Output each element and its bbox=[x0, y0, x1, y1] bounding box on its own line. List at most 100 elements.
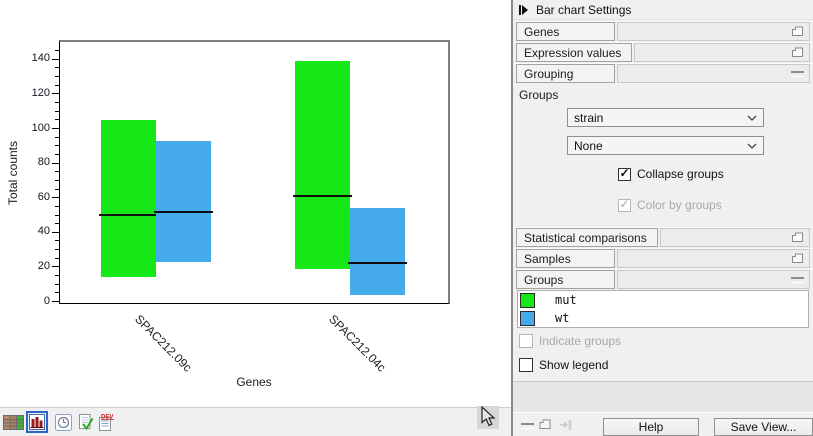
group-row-wt[interactable]: wt bbox=[518, 309, 808, 327]
settings-panel-header: Bar chart Settings bbox=[513, 0, 813, 20]
y-tick-mark-minor bbox=[55, 214, 59, 216]
collapse-panel-icon[interactable] bbox=[519, 4, 528, 15]
y-tick-mark-minor bbox=[55, 257, 59, 259]
color-by-groups-checkbox: Color by groups bbox=[618, 198, 722, 212]
float-panel-icon[interactable] bbox=[539, 419, 552, 430]
range-bar-wt-1 bbox=[350, 208, 405, 295]
expand-section-icon[interactable] bbox=[792, 253, 804, 264]
y-tick-mark-minor bbox=[55, 110, 59, 112]
y-tick-mark-minor bbox=[55, 205, 59, 207]
y-tick-label: 0 bbox=[43, 294, 50, 307]
chevron-down-icon bbox=[747, 143, 757, 149]
group-color-list: mut wt bbox=[517, 290, 809, 328]
y-tick-mark-minor bbox=[55, 50, 59, 52]
median-line-mut-1 bbox=[293, 194, 352, 197]
y-tick-mark-minor bbox=[55, 240, 59, 242]
separator bbox=[513, 21, 813, 22]
view-switcher-toolbar: DEV bbox=[0, 407, 511, 436]
separator bbox=[513, 227, 813, 228]
bar-chart: Total counts Genes 0 20 40 60 80 100 120 140 SPA… bbox=[6, 40, 450, 389]
section-expression-values-label: Expression values bbox=[516, 43, 633, 62]
bar-chart-icon bbox=[29, 414, 45, 430]
separator bbox=[513, 269, 813, 270]
y-tick-mark-minor bbox=[55, 84, 59, 86]
y-tick-mark-minor bbox=[55, 188, 59, 190]
y-tick-label: 140 bbox=[31, 52, 50, 65]
section-samples[interactable]: Samples bbox=[516, 249, 810, 268]
mouse-cursor bbox=[481, 406, 496, 427]
section-grouping[interactable]: Grouping bbox=[516, 64, 810, 83]
expand-section-icon[interactable] bbox=[792, 232, 804, 243]
y-tick-mark-minor bbox=[55, 171, 59, 173]
y-tick-mark bbox=[52, 93, 59, 95]
y-tick-mark bbox=[52, 266, 59, 268]
section-expression-values[interactable]: Expression values bbox=[516, 43, 810, 62]
mut-color-swatch[interactable] bbox=[520, 292, 535, 308]
y-tick-mark-minor bbox=[55, 145, 59, 147]
y-tick-mark bbox=[52, 58, 59, 60]
primary-group-dropdown[interactable]: strain bbox=[567, 108, 764, 127]
collapse-section-icon[interactable] bbox=[791, 70, 804, 77]
y-tick-mark bbox=[52, 231, 59, 233]
group-row-mut[interactable]: mut bbox=[518, 291, 808, 309]
expand-section-icon[interactable] bbox=[792, 47, 804, 58]
y-tick-mark-minor bbox=[55, 223, 59, 225]
y-tick-mark-minor bbox=[55, 249, 59, 251]
chart-view-pane: Total counts Genes 0 20 40 60 80 100 120 140 SPA… bbox=[0, 40, 511, 436]
settings-panel: Bar chart Settings Genes Expression valu… bbox=[511, 0, 813, 436]
groups-label: Groups bbox=[519, 88, 559, 102]
range-bar-wt-0 bbox=[156, 140, 211, 262]
x-category-label: SPAC212.09c bbox=[132, 312, 195, 375]
section-genes[interactable]: Genes bbox=[516, 22, 810, 41]
settings-panel-bottom-bar: Help Save View... bbox=[513, 412, 813, 436]
wt-color-swatch[interactable] bbox=[520, 310, 535, 326]
y-tick-mark bbox=[52, 301, 59, 302]
separator bbox=[513, 63, 813, 64]
history-view-button[interactable] bbox=[52, 411, 74, 433]
section-samples-label: Samples bbox=[516, 249, 615, 268]
separator bbox=[513, 381, 813, 382]
chevron-down-icon bbox=[747, 115, 757, 121]
expand-section-icon[interactable] bbox=[792, 26, 804, 37]
y-tick-mark-minor bbox=[55, 153, 59, 155]
y-tick-label: 100 bbox=[31, 121, 50, 134]
collapse-all-icon[interactable] bbox=[521, 423, 534, 429]
y-tick-label: 20 bbox=[37, 259, 50, 272]
median-line-mut-0 bbox=[99, 214, 158, 216]
svg-text:DEV: DEV bbox=[101, 414, 113, 420]
table-view-button[interactable] bbox=[2, 411, 24, 433]
y-tick-mark-minor bbox=[55, 119, 59, 121]
checkbox-checked-icon bbox=[618, 167, 631, 181]
separator bbox=[513, 248, 813, 249]
section-statistical-comparisons[interactable]: Statistical comparisons bbox=[516, 228, 810, 247]
y-tick-mark-minor bbox=[55, 76, 59, 78]
checkbox-unchecked-icon bbox=[519, 358, 533, 372]
collapse-section-icon[interactable] bbox=[791, 276, 804, 283]
dev-view-button[interactable]: DEV bbox=[95, 411, 117, 433]
section-groups[interactable]: Groups bbox=[516, 270, 810, 289]
indicate-groups-checkbox: Indicate groups bbox=[519, 334, 621, 348]
checkbox-unchecked-disabled-icon bbox=[519, 334, 533, 348]
range-bar-mut-0 bbox=[101, 119, 156, 278]
separator bbox=[513, 42, 813, 43]
clock-icon bbox=[54, 413, 72, 431]
secondary-group-dropdown[interactable]: None bbox=[567, 136, 764, 155]
element-info-view-button[interactable] bbox=[74, 411, 96, 433]
secondary-group-value: None bbox=[574, 138, 603, 153]
y-tick-mark bbox=[52, 162, 59, 164]
save-view-button[interactable]: Save View... bbox=[714, 418, 813, 436]
range-bar-mut-1 bbox=[295, 61, 350, 269]
collapse-groups-checkbox[interactable]: Collapse groups bbox=[618, 167, 724, 181]
bar-chart-view-button[interactable] bbox=[26, 411, 48, 433]
y-tick-mark-minor bbox=[55, 102, 59, 104]
section-grouping-label: Grouping bbox=[516, 64, 615, 83]
x-category-label: SPAC212.04c bbox=[326, 312, 389, 375]
table-icon bbox=[2, 414, 24, 430]
help-button[interactable]: Help bbox=[603, 418, 699, 436]
section-statistical-comparisons-label: Statistical comparisons bbox=[516, 228, 658, 247]
section-groups-label: Groups bbox=[516, 270, 615, 289]
settings-panel-title: Bar chart Settings bbox=[536, 2, 632, 17]
y-tick-mark bbox=[52, 197, 59, 199]
y-tick-mark bbox=[52, 128, 59, 129]
show-legend-checkbox[interactable]: Show legend bbox=[519, 358, 608, 372]
